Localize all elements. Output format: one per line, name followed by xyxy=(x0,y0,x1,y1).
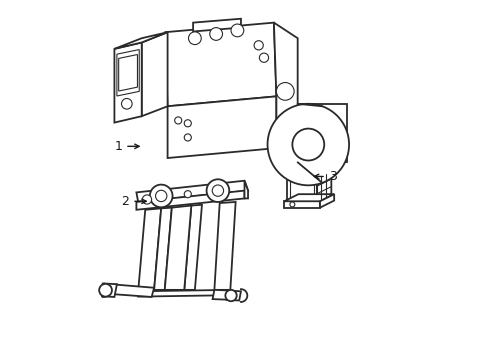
Polygon shape xyxy=(154,208,171,290)
Circle shape xyxy=(149,185,172,207)
Polygon shape xyxy=(284,201,319,208)
Polygon shape xyxy=(317,171,331,201)
Circle shape xyxy=(188,32,201,45)
Circle shape xyxy=(230,24,244,37)
Polygon shape xyxy=(289,181,314,198)
Circle shape xyxy=(99,284,112,297)
Polygon shape xyxy=(286,178,317,201)
Circle shape xyxy=(184,134,191,141)
Polygon shape xyxy=(214,202,235,290)
Text: 2: 2 xyxy=(121,195,146,208)
Circle shape xyxy=(254,41,263,50)
Circle shape xyxy=(142,195,151,204)
Polygon shape xyxy=(112,284,154,297)
Polygon shape xyxy=(226,291,241,301)
Polygon shape xyxy=(167,96,276,158)
Polygon shape xyxy=(165,23,276,106)
Polygon shape xyxy=(184,205,202,290)
Polygon shape xyxy=(138,290,230,297)
Text: 3: 3 xyxy=(314,170,336,183)
Circle shape xyxy=(206,179,229,202)
Circle shape xyxy=(155,190,166,202)
Circle shape xyxy=(292,129,324,161)
Circle shape xyxy=(209,28,222,40)
Polygon shape xyxy=(136,191,244,210)
Circle shape xyxy=(184,120,191,127)
Text: 1: 1 xyxy=(114,140,139,153)
Polygon shape xyxy=(297,104,346,162)
Circle shape xyxy=(174,117,182,124)
Circle shape xyxy=(267,104,348,185)
Circle shape xyxy=(121,99,132,109)
Polygon shape xyxy=(119,54,137,91)
Polygon shape xyxy=(244,181,247,198)
Polygon shape xyxy=(212,290,232,300)
Circle shape xyxy=(259,53,268,62)
Polygon shape xyxy=(136,181,247,202)
Polygon shape xyxy=(117,50,139,96)
Polygon shape xyxy=(273,23,297,162)
Polygon shape xyxy=(138,208,161,291)
Polygon shape xyxy=(102,283,117,297)
Circle shape xyxy=(276,82,293,100)
Polygon shape xyxy=(284,194,333,201)
Circle shape xyxy=(289,202,294,207)
Polygon shape xyxy=(164,206,191,290)
Polygon shape xyxy=(142,32,167,116)
Circle shape xyxy=(212,185,223,196)
Polygon shape xyxy=(319,194,333,208)
Polygon shape xyxy=(286,171,331,178)
Polygon shape xyxy=(193,19,241,31)
Polygon shape xyxy=(114,42,142,123)
Circle shape xyxy=(184,191,191,198)
Polygon shape xyxy=(114,32,167,49)
Circle shape xyxy=(225,290,236,301)
